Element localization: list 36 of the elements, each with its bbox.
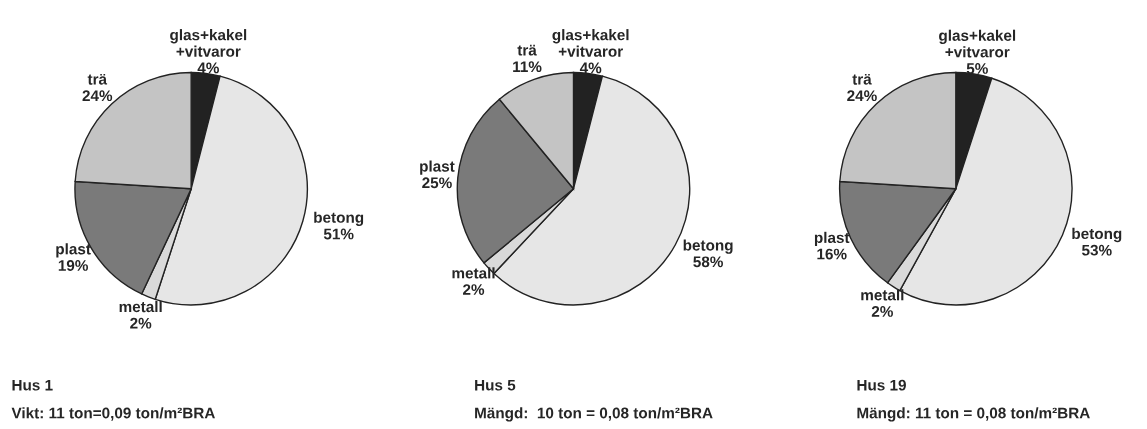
slice-label: glas+kakel +vitvaror bbox=[170, 29, 247, 57]
data-label: 11% bbox=[513, 61, 542, 73]
slice-label: glas+kakel +vitvaror bbox=[939, 29, 1016, 58]
text: Mängd: 10 ton = 0,08 ton/m²BRA bbox=[475, 407, 713, 422]
slice-label: plast bbox=[420, 160, 455, 175]
slice-label: trä bbox=[517, 44, 537, 56]
slice-label: betong bbox=[683, 239, 733, 254]
text: Hus 1 bbox=[12, 379, 53, 391]
text: Mängd: 11 ton = 0,08 ton/m²BRA bbox=[857, 407, 1090, 422]
data-label: 25% bbox=[422, 177, 452, 189]
data-label: 5% bbox=[966, 63, 988, 74]
data-label: 53% bbox=[1081, 244, 1112, 256]
slice-label: plast bbox=[56, 243, 91, 258]
data-label: 24% bbox=[82, 90, 113, 102]
data-label: 16% bbox=[817, 248, 847, 260]
text: Hus 19 bbox=[857, 379, 906, 391]
data-label: 2% bbox=[871, 306, 893, 317]
data-label: 2% bbox=[130, 317, 152, 329]
slice-label: betong bbox=[314, 211, 364, 226]
slice-label: betong bbox=[1072, 227, 1122, 243]
slice-label: metall bbox=[452, 267, 495, 279]
text: Hus 5 bbox=[475, 379, 516, 391]
slice-label: plast bbox=[814, 231, 850, 247]
data-label: 58% bbox=[693, 256, 723, 268]
data-label: 19% bbox=[58, 260, 88, 271]
slice-label: metall bbox=[119, 300, 162, 313]
data-label: 24% bbox=[847, 90, 877, 102]
data-label: 4% bbox=[579, 62, 602, 74]
text: Vikt: 11 ton=0,09 ton/m²BRA bbox=[11, 407, 215, 421]
data-label: 51% bbox=[323, 228, 354, 240]
slice-label: trä bbox=[87, 73, 108, 85]
data-label: 4% bbox=[197, 62, 219, 74]
slice-label: trä bbox=[852, 73, 872, 85]
data-label: 2% bbox=[463, 284, 485, 295]
slice-label: glas+kakel +vitvaror bbox=[552, 29, 629, 57]
slice-label: metall bbox=[861, 289, 904, 301]
